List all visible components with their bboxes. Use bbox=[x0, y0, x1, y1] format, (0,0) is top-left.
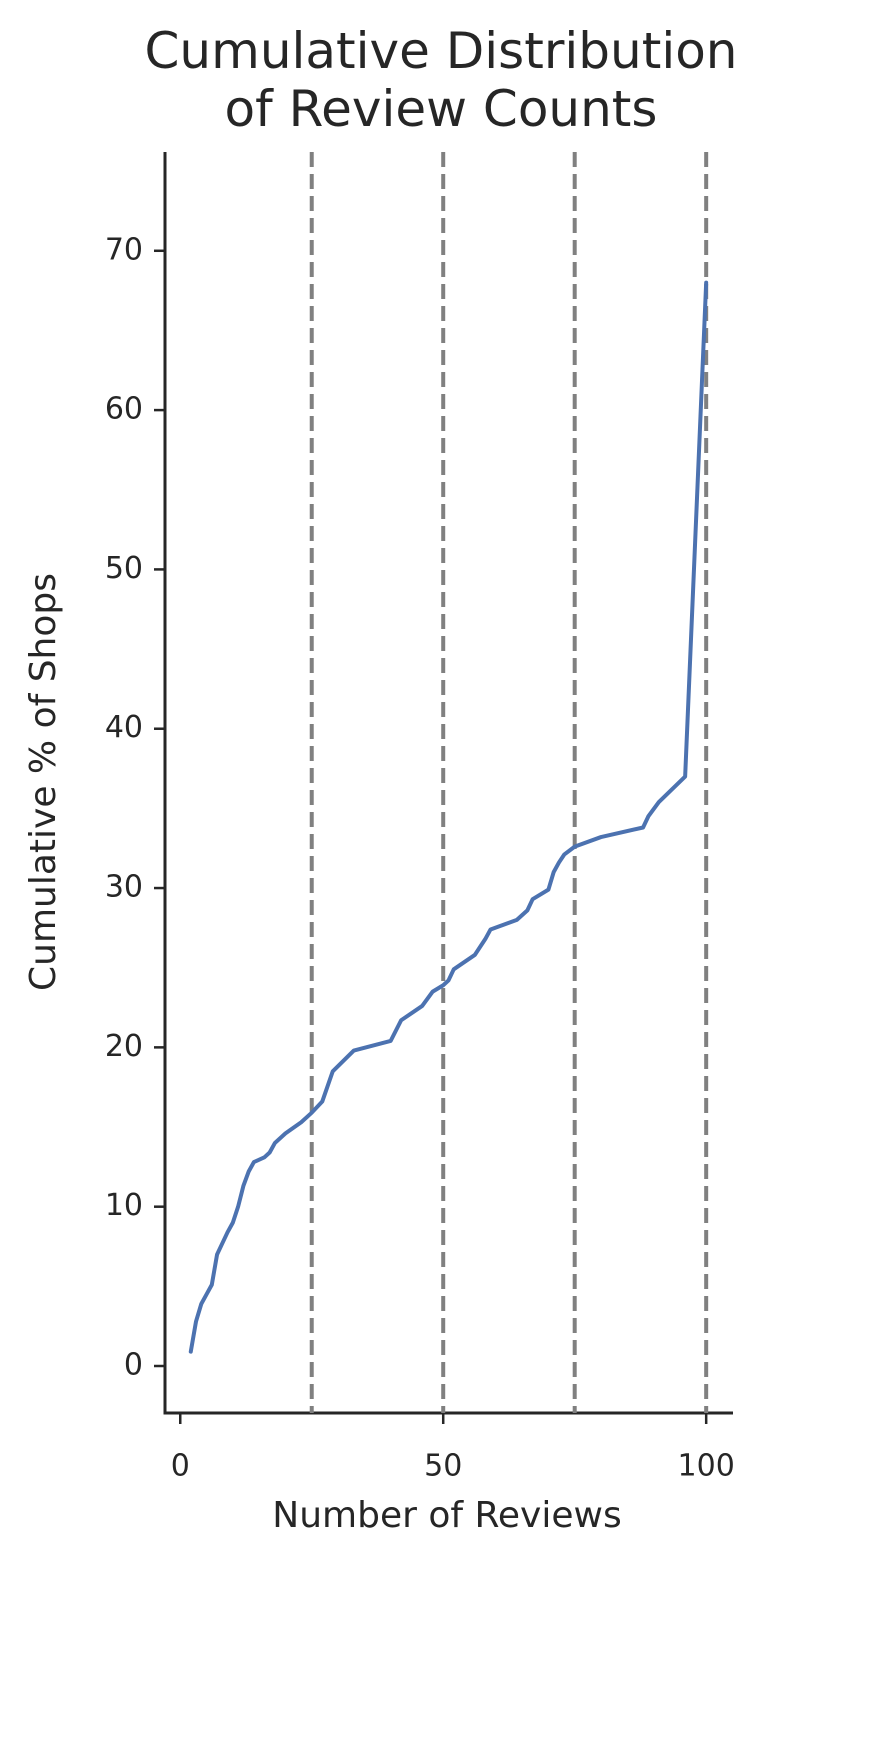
y-tick-label: 60 bbox=[105, 392, 143, 427]
chart-title: Cumulative Distribution of Review Counts bbox=[144, 22, 738, 138]
x-tick-label: 50 bbox=[424, 1449, 462, 1484]
y-tick-label: 30 bbox=[105, 870, 143, 905]
x-axis-label: Number of Reviews bbox=[272, 1495, 621, 1536]
y-tick-label: 70 bbox=[105, 232, 143, 267]
y-axis-label: Cumulative % of Shops bbox=[23, 573, 64, 991]
data-line bbox=[188, 280, 709, 1354]
y-tick-label: 40 bbox=[105, 710, 143, 745]
y-tick-label: 10 bbox=[105, 1188, 143, 1223]
x-tick-label: 0 bbox=[171, 1449, 190, 1484]
y-tick-label: 0 bbox=[124, 1348, 143, 1383]
y-tick-label: 20 bbox=[105, 1029, 143, 1064]
x-tick-label: 100 bbox=[678, 1449, 735, 1484]
y-tick-label: 50 bbox=[105, 551, 143, 586]
